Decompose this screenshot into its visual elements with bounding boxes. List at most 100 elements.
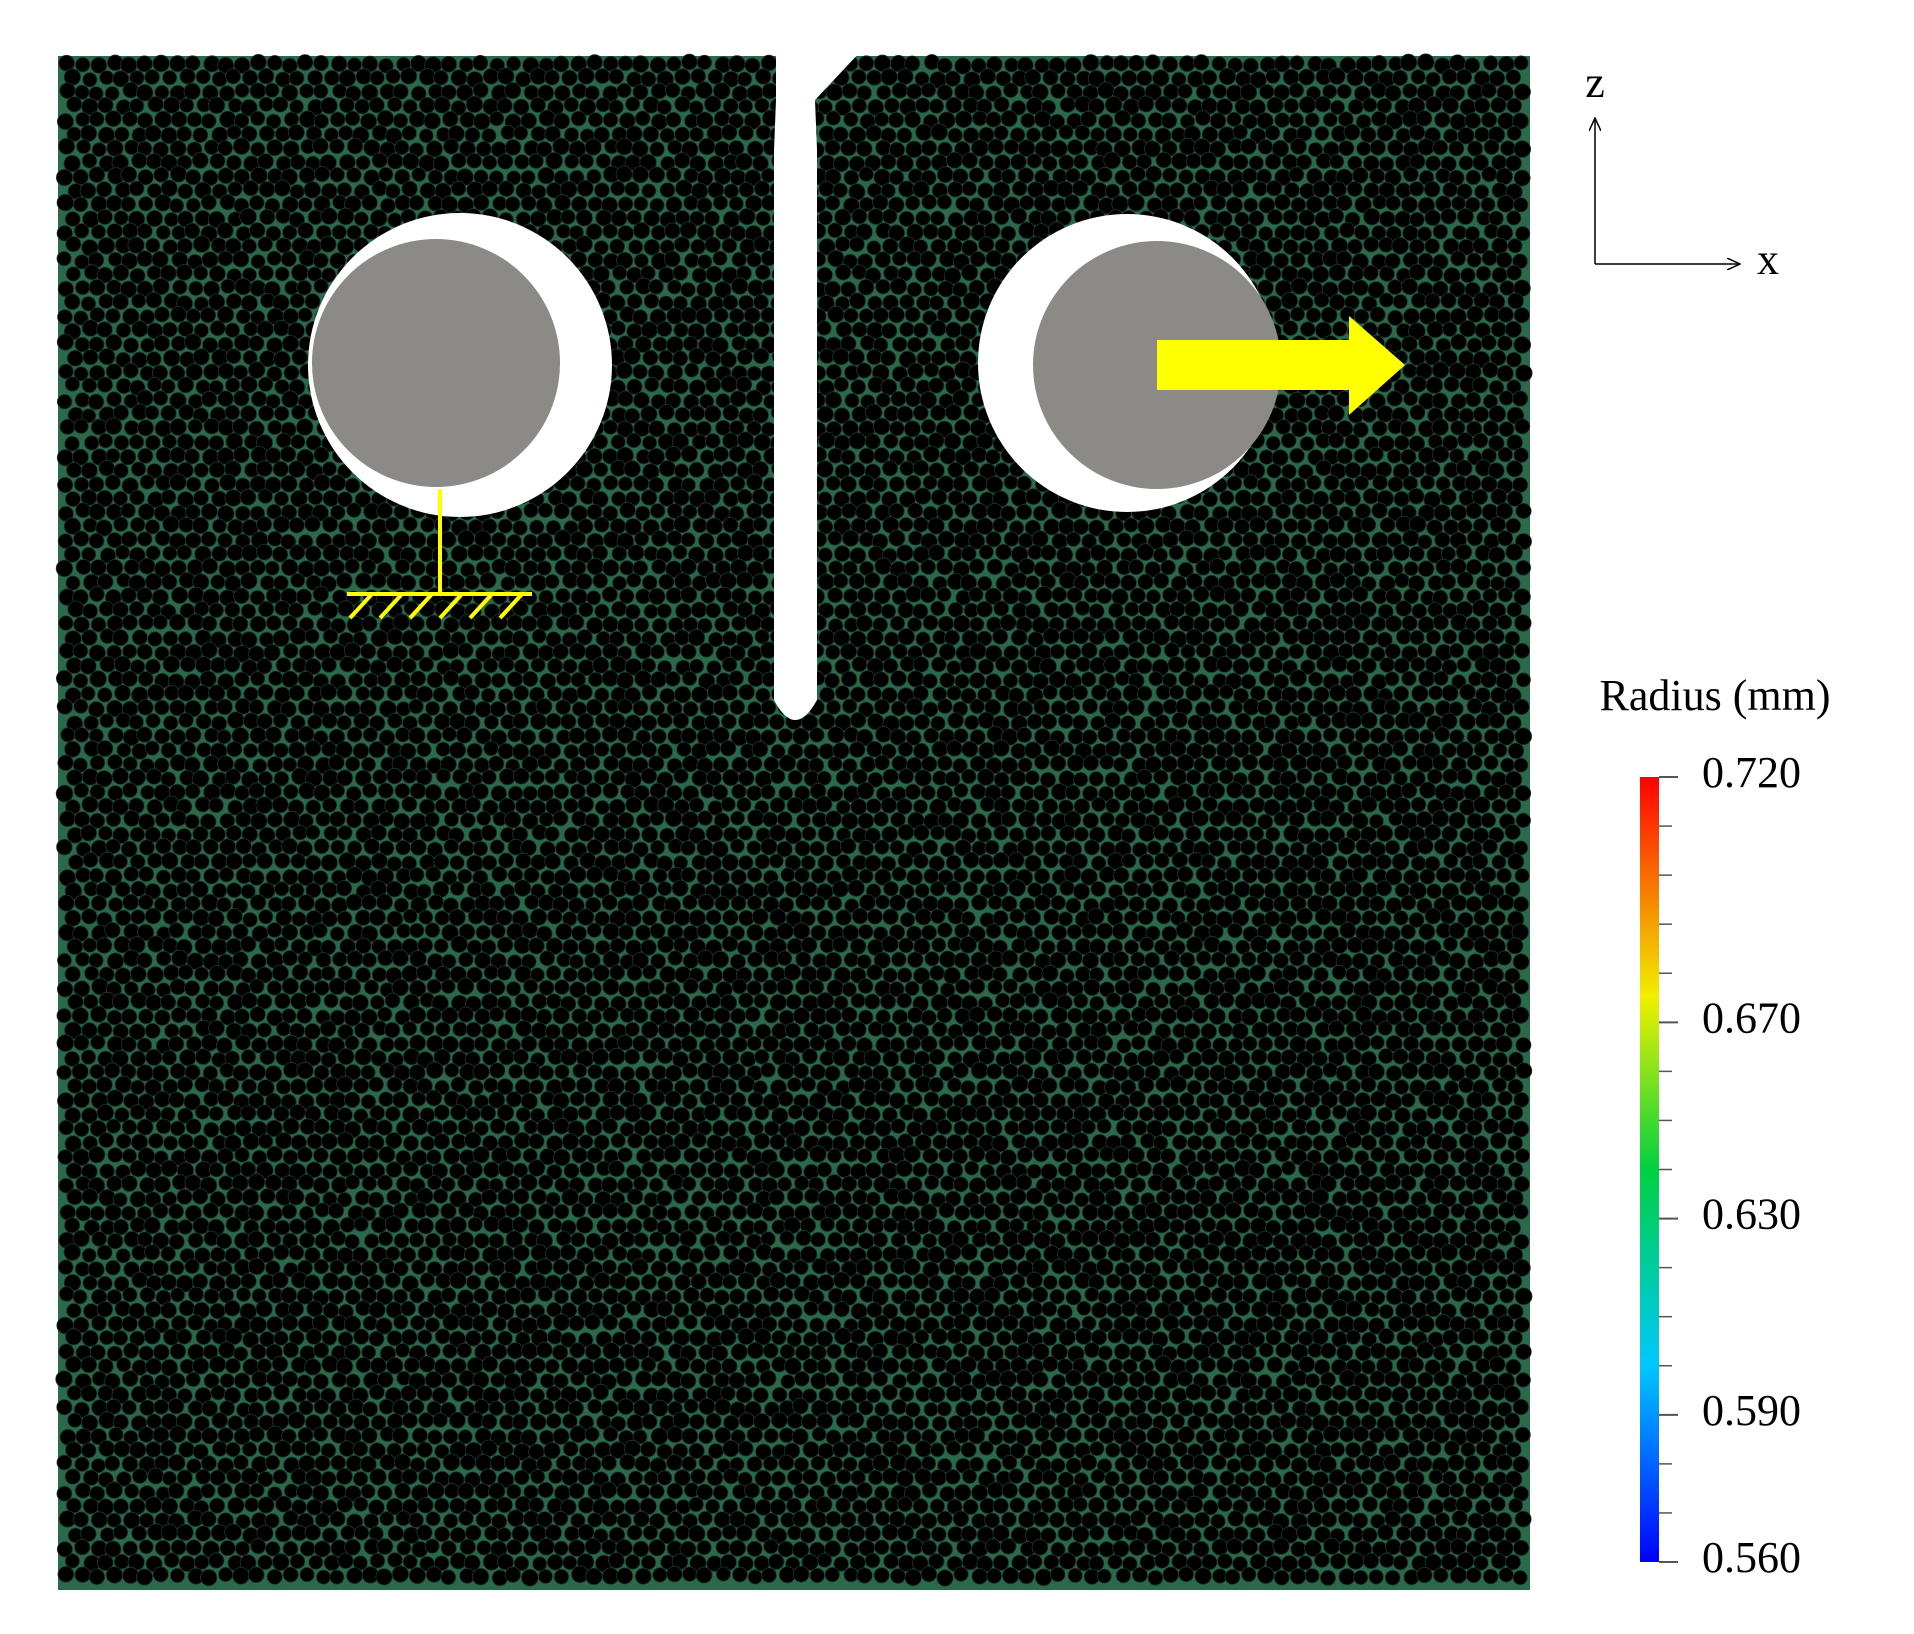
particle (1226, 781, 1244, 799)
particle (200, 113, 217, 129)
particle (704, 95, 722, 113)
particle (1473, 796, 1491, 814)
particle (1513, 698, 1530, 716)
particle (155, 812, 171, 828)
particle (1489, 516, 1507, 533)
particle (1352, 642, 1370, 660)
particle (714, 616, 730, 633)
particle (435, 741, 451, 757)
particle (1471, 376, 1489, 394)
particle (179, 68, 196, 85)
particle (921, 337, 937, 353)
particle (593, 516, 610, 533)
particle (545, 712, 562, 730)
particle (896, 798, 913, 815)
particle (219, 194, 236, 211)
particle (872, 671, 890, 688)
particle (1239, 83, 1258, 101)
particle (1258, 754, 1275, 771)
particle (233, 112, 250, 129)
particle (424, 811, 440, 828)
particle (959, 656, 977, 674)
particle (336, 684, 353, 701)
particle (712, 699, 729, 716)
particle (1275, 503, 1291, 520)
particle (136, 587, 153, 604)
particle (250, 390, 268, 408)
particle (1418, 669, 1436, 688)
particle (1386, 390, 1403, 407)
particle (803, 743, 820, 760)
particle (1120, 70, 1138, 87)
particle (496, 97, 513, 114)
particle (969, 251, 986, 268)
particle (930, 489, 948, 506)
particle (1416, 754, 1434, 773)
particle (74, 392, 91, 408)
particle (1353, 224, 1370, 241)
particle (1344, 627, 1361, 645)
particle (1336, 84, 1352, 100)
particle (1020, 112, 1036, 129)
particle (257, 153, 274, 170)
particle (1137, 95, 1155, 113)
particle (1248, 155, 1264, 171)
particle (1307, 530, 1324, 547)
particle (498, 180, 515, 197)
particle (329, 811, 346, 828)
particle (472, 82, 489, 99)
particle (1347, 265, 1364, 282)
particle (696, 281, 713, 299)
particle (586, 590, 602, 606)
particle (1202, 683, 1220, 702)
particle (265, 113, 282, 130)
particle (1231, 180, 1250, 198)
particle (921, 641, 938, 659)
particle (642, 435, 658, 451)
particle (602, 812, 619, 829)
particle (378, 58, 394, 74)
particle (1274, 699, 1292, 717)
particle (297, 307, 313, 323)
particle (1497, 728, 1515, 746)
particle (1483, 755, 1499, 771)
particle (1351, 670, 1369, 687)
particle (448, 574, 466, 592)
particle (161, 434, 177, 450)
particle (384, 797, 400, 814)
particle (992, 739, 1010, 757)
particle (1507, 742, 1525, 760)
particle (1515, 502, 1532, 519)
particle (880, 603, 897, 620)
particle (1354, 85, 1371, 103)
particle (904, 111, 921, 128)
particle (512, 520, 528, 536)
particle (954, 419, 971, 436)
particle (258, 96, 274, 112)
particle (129, 267, 146, 284)
particle (111, 767, 130, 785)
particle (1289, 669, 1307, 687)
particle (848, 432, 867, 450)
particle (1473, 97, 1491, 114)
particle (402, 152, 420, 171)
particle (1399, 53, 1418, 72)
particle (1409, 238, 1426, 255)
particle (73, 418, 89, 434)
particle (488, 755, 505, 772)
particle (1226, 111, 1242, 127)
particle (136, 726, 153, 743)
particle (675, 602, 692, 620)
particle (1252, 181, 1268, 197)
particle (1441, 96, 1460, 115)
particle (211, 545, 228, 562)
particle (840, 335, 857, 352)
particle (913, 799, 928, 815)
particle (552, 810, 569, 827)
particle (1249, 796, 1266, 814)
particle (89, 670, 107, 688)
particle (665, 111, 682, 128)
particle (401, 768, 418, 784)
particle (424, 783, 442, 802)
particle (728, 55, 746, 73)
